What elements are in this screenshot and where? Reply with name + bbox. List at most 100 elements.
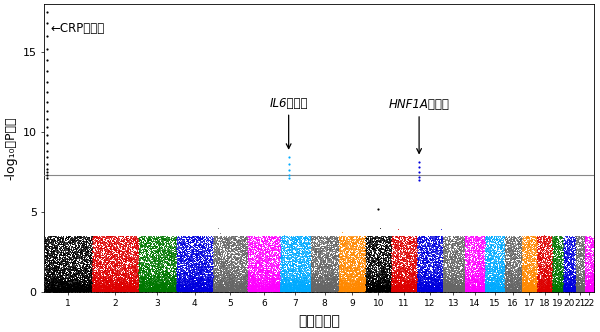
Point [262, 279, 272, 284]
Point [327, 264, 337, 269]
Point [188, 248, 197, 254]
Point [61, 259, 71, 264]
Point [541, 256, 551, 261]
Point [343, 280, 353, 286]
Point [473, 268, 482, 273]
Point [153, 238, 163, 243]
Point [253, 282, 262, 287]
Point [540, 280, 550, 285]
Point [428, 275, 437, 281]
Point [431, 241, 440, 246]
Point [144, 237, 154, 243]
Point [268, 284, 278, 289]
Point [554, 284, 563, 290]
Point [268, 285, 278, 290]
Point [106, 253, 116, 259]
Point [125, 249, 135, 255]
Point [257, 283, 266, 288]
Point [124, 254, 134, 259]
Point [274, 258, 283, 263]
Point [583, 261, 592, 267]
Point [228, 272, 238, 277]
Point [585, 282, 595, 287]
Point [274, 233, 284, 238]
Point [428, 283, 437, 288]
Point [133, 270, 143, 275]
Point [227, 275, 236, 280]
Point [465, 236, 475, 241]
Point [291, 278, 301, 283]
Point [519, 269, 529, 274]
Point [466, 287, 475, 292]
Point [350, 245, 359, 251]
Point [405, 237, 415, 242]
Point [538, 279, 548, 284]
Point [286, 265, 296, 271]
Point [82, 273, 91, 279]
Point [339, 260, 349, 265]
Point [475, 276, 485, 281]
Point [350, 283, 359, 288]
Point [484, 275, 493, 281]
Point [547, 288, 557, 293]
Point [68, 278, 77, 283]
Point [268, 269, 277, 274]
Point [562, 283, 572, 288]
Point [43, 262, 52, 268]
Point [385, 255, 395, 260]
Point [543, 289, 553, 294]
Point [96, 238, 106, 243]
Point [143, 282, 153, 288]
Point [377, 285, 387, 290]
Point [296, 241, 306, 247]
Point [193, 280, 202, 286]
Point [204, 264, 214, 270]
Point [331, 241, 340, 246]
Point [476, 274, 485, 279]
Point [271, 286, 280, 291]
Point [434, 282, 444, 287]
Point [512, 276, 521, 281]
Point [472, 277, 481, 282]
Point [581, 286, 591, 291]
Point [577, 235, 586, 241]
Point [538, 270, 547, 275]
Point [395, 268, 405, 274]
Point [556, 274, 565, 280]
Point [200, 277, 209, 283]
Point [463, 288, 473, 293]
Point [190, 243, 200, 249]
Point [394, 288, 403, 293]
Point [324, 262, 334, 268]
Point [520, 287, 529, 292]
Point [279, 237, 289, 242]
Point [117, 244, 127, 249]
Point [375, 270, 385, 275]
Point [456, 283, 466, 288]
Point [484, 263, 494, 268]
Point [290, 267, 299, 272]
Point [114, 250, 124, 255]
Point [248, 281, 257, 286]
Point [125, 285, 134, 290]
Point [252, 271, 262, 276]
Point [393, 240, 403, 245]
Point [291, 277, 301, 282]
Point [585, 289, 595, 294]
Point [199, 273, 209, 278]
Point [253, 243, 262, 249]
Point [302, 249, 312, 254]
Point [430, 284, 439, 289]
Point [160, 281, 170, 286]
Point [70, 269, 79, 275]
Point [539, 249, 548, 254]
Point [99, 288, 109, 293]
Point [403, 288, 412, 293]
Point [568, 276, 577, 281]
Point [102, 260, 112, 265]
Point [265, 244, 274, 249]
Point [443, 269, 452, 275]
Point [494, 287, 503, 292]
Point [175, 287, 184, 292]
Point [405, 253, 415, 258]
